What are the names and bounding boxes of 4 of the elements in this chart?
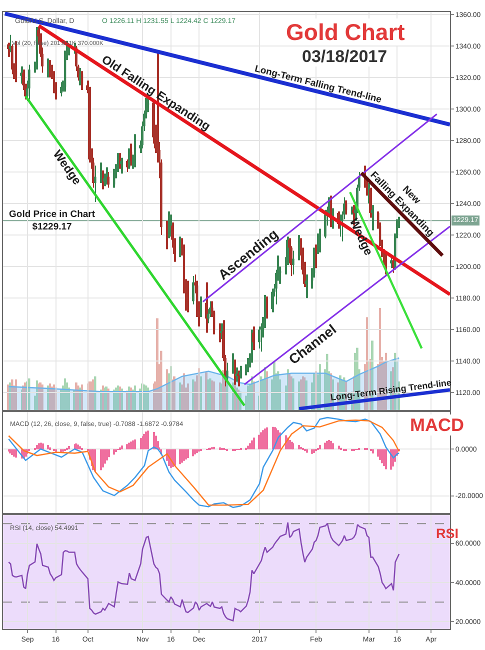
chart-title: Gold Chart <box>286 19 406 45</box>
chart-title: MACD <box>410 415 464 435</box>
annotation: Gold Price in Chart $1229.17 <box>9 209 96 232</box>
text: 03/18/2017 <box>302 47 388 66</box>
